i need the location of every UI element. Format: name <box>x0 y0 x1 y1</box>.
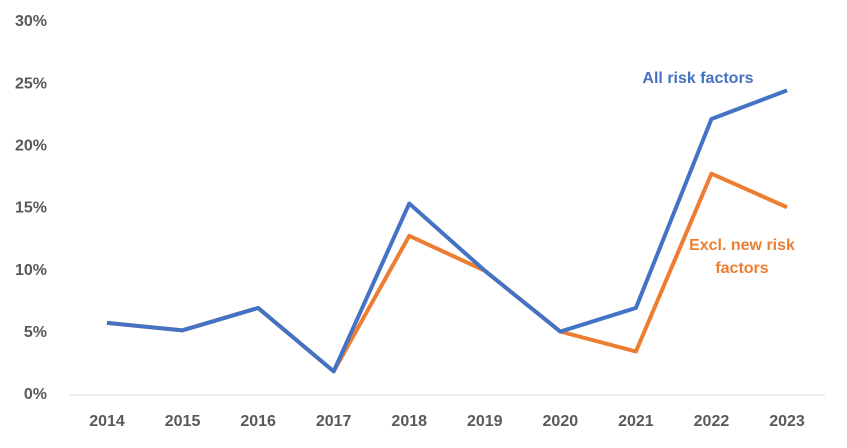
y-tick-label: 20% <box>15 138 47 155</box>
x-tick-label: 2021 <box>618 413 654 430</box>
x-tick-label: 2019 <box>467 413 503 430</box>
x-tick-label: 2015 <box>165 413 201 430</box>
x-tick-label: 2018 <box>391 413 427 430</box>
x-tick-label: 2022 <box>694 413 730 430</box>
x-tick-label: 2014 <box>89 413 125 430</box>
x-tick-label: 2020 <box>543 413 579 430</box>
series-line <box>106 88 788 374</box>
y-tick-label: 15% <box>15 200 47 217</box>
y-tick-label: 10% <box>15 262 47 279</box>
y-tick-label: 25% <box>15 75 47 92</box>
series-label: All risk factors <box>642 70 754 87</box>
y-tick-label: 5% <box>24 324 47 341</box>
y-tick-label: 0% <box>24 386 47 403</box>
x-tick-label: 2017 <box>316 413 352 430</box>
x-tick-label: 2016 <box>240 413 276 430</box>
series-label: Excl. new risk factors <box>689 237 795 277</box>
x-tick-label: 2023 <box>769 413 805 430</box>
y-tick-label: 30% <box>15 13 47 30</box>
